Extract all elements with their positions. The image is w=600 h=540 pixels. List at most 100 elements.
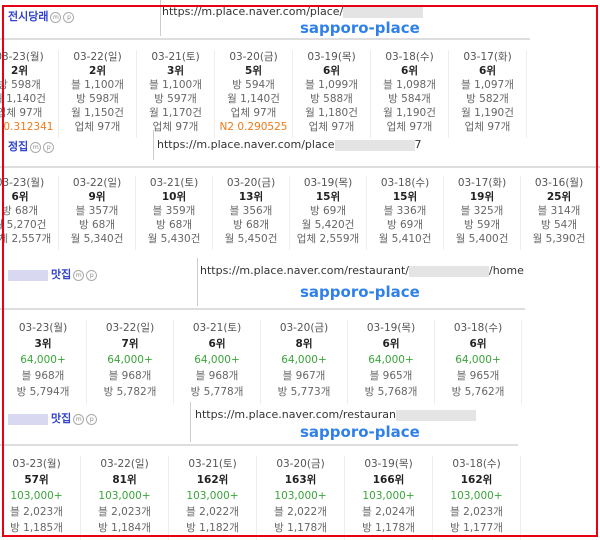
p-icon[interactable]: p [86, 269, 98, 281]
m-icon[interactable]: m [50, 11, 62, 23]
m-icon[interactable]: m [30, 141, 42, 153]
daily-rank-cell: 03-22(일) 7위 64,000+ 블 968개 방 5,782개 [87, 320, 174, 404]
place-url-text[interactable]: https://m.place.naver.com/restauran [195, 408, 396, 421]
rank-stat: 월 1,180건 [305, 107, 358, 119]
rank-stat: 103,000+ [186, 490, 239, 502]
rank-date: 03-21(토) [188, 458, 237, 470]
watermark: sapporo-place [300, 283, 420, 301]
rank-stat: 방 5,773개 [277, 386, 331, 398]
rank-stat: 64,000+ [455, 354, 501, 366]
rank-value: 25위 [546, 191, 572, 203]
daily-rank-cell: 03-19(목) 166위 103,000+ 블 2,024개 방 1,178개 [345, 456, 433, 540]
place-url-tail[interactable]: 7 [414, 138, 422, 151]
rank-stat: 업체 97개 [230, 107, 277, 119]
rank-date: 03-23(월) [0, 177, 45, 189]
p-icon[interactable]: p [86, 413, 98, 425]
rank-stat: 블 1,098개 [383, 79, 436, 91]
rank-stat: 월 5,270건 [0, 219, 47, 231]
rank-value: 162위 [460, 474, 493, 486]
rank-stat: 월 1,190건 [383, 107, 436, 119]
rank-value: 2위 [11, 65, 28, 77]
header-divider [197, 258, 198, 306]
rank-date: 03-17(화) [457, 177, 507, 189]
rank-date: 03-23(월) [12, 458, 61, 470]
rank-stat: 블 2,022개 [186, 506, 239, 518]
rank-stat: 방 54개 [540, 219, 578, 231]
rank-value: 8위 [295, 338, 313, 350]
rank-stat: 블 967개 [282, 370, 326, 382]
m-icon[interactable]: m [73, 269, 85, 281]
place-url-link[interactable]: https://m.place.naver.com/place 7 [157, 138, 422, 151]
rank-stat: 103,000+ [98, 490, 151, 502]
redacted-url [334, 139, 415, 151]
m-icon[interactable]: m [73, 413, 85, 425]
rank-stat: 방 588개 [310, 93, 353, 105]
daily-rank-cell: 03-21(토) 162위 103,000+ 블 2,022개 방 1,182개 [169, 456, 257, 540]
rank-stat: 업체 97개 [386, 121, 433, 133]
rank-stat: N2 0.290525 [219, 121, 288, 133]
rank-value: 19위 [469, 191, 495, 203]
rank-stat: 방 5,782개 [103, 386, 157, 398]
rank-stat: 월 5,410건 [378, 233, 432, 245]
rank-value: 57위 [24, 474, 49, 486]
rank-stat: 월 5,400건 [455, 233, 509, 245]
place-url-text[interactable]: https://m.place.naver.com/place [157, 138, 335, 151]
place-name-text[interactable]: 맛집 [51, 412, 72, 425]
rank-stat: 방 598개 [76, 93, 119, 105]
rank-value: 15위 [315, 191, 341, 203]
place-name-text[interactable]: 전시당래 [8, 10, 49, 23]
rank-stat: 방 1,178개 [274, 522, 327, 534]
rank-stat: 블 356개 [229, 205, 273, 217]
rank-stat: 블 336개 [383, 205, 427, 217]
place-name[interactable]: 맛집 m p [8, 410, 98, 426]
rank-stat: 블 965개 [456, 370, 500, 382]
place-url-text[interactable]: https://m.place.naver.com/place/ [162, 5, 344, 18]
rank-stat: 업체 2,559개 [296, 233, 360, 245]
place-url-text[interactable]: https://m.place.naver.com/restaurant/ [200, 264, 409, 277]
p-icon[interactable]: p [43, 141, 55, 153]
place-name[interactable]: 정집 m p [8, 138, 55, 154]
place-name[interactable]: 맛집 m p [8, 266, 98, 282]
daily-rank-cell: 03-19(목) 15위 방 69개 월 5,420건 업체 2,559개 [290, 176, 367, 250]
p-icon[interactable]: p [63, 11, 75, 23]
daily-rank-cell: 03-20(금) 163위 103,000+ 블 2,022개 방 1,178개 [257, 456, 345, 540]
rank-stat: 방 1,177개 [450, 522, 503, 534]
rank-stat: 64,000+ [107, 354, 153, 366]
rank-stat: 64,000+ [194, 354, 240, 366]
rank-value: 6위 [382, 338, 400, 350]
rank-date: 03-18(수) [385, 51, 434, 63]
rank-stat: 방 584개 [388, 93, 431, 105]
rank-date: 03-22(일) [100, 458, 149, 470]
rank-stat: 블 325개 [460, 205, 504, 217]
rank-stat: 방 1,182개 [186, 522, 239, 534]
rank-stat: 방 1,178개 [362, 522, 415, 534]
rank-value: 3위 [34, 338, 52, 350]
rank-stat: 블 357개 [75, 205, 119, 217]
watermark: sapporo-place [300, 19, 420, 37]
place-url-tail[interactable]: /home [489, 264, 524, 277]
rank-date: 03-16(월) [534, 177, 584, 189]
rank-date: 03-18(수) [453, 322, 503, 334]
rank-value: 3위 [167, 65, 184, 77]
daily-rank-cell: 03-20(금) 8위 64,000+ 블 967개 방 5,773개 [261, 320, 348, 404]
place-name-text[interactable]: 맛집 [51, 268, 72, 281]
rank-stat: 블 1,100개 [71, 79, 124, 91]
rank-stat: 방 1,185개 [10, 522, 63, 534]
rank-stat: 블 1,097개 [461, 79, 514, 91]
daily-rank-cell: 03-18(수) 6위 블 1,098개 방 584개 월 1,190건 업체 97개 [371, 50, 449, 138]
header-divider [160, 0, 161, 36]
place-name[interactable]: 전시당래 m p [8, 8, 75, 24]
rank-stat: 방 582개 [466, 93, 509, 105]
place-url-link[interactable]: https://m.place.naver.com/place/ [162, 5, 424, 18]
place-url-link[interactable]: https://m.place.naver.com/restauran [195, 408, 476, 421]
rank-stat: 방 69개 [386, 219, 424, 231]
rank-stat: 방 594개 [232, 79, 275, 91]
place-name-text[interactable]: 정집 [8, 140, 29, 153]
rank-date: 03-20(금) [226, 177, 276, 189]
rank-stat: 업체 97개 [74, 121, 121, 133]
rank-stat: 방 69개 [309, 205, 347, 217]
daily-rank-cell: 03-19(목) 6위 블 1,099개 방 588개 월 1,180건 업체 97개 [293, 50, 371, 138]
redacted-name [8, 413, 48, 425]
rank-stat: 블 1,099개 [305, 79, 358, 91]
place-url-link[interactable]: https://m.place.naver.com/restaurant/ /ho… [200, 264, 524, 277]
